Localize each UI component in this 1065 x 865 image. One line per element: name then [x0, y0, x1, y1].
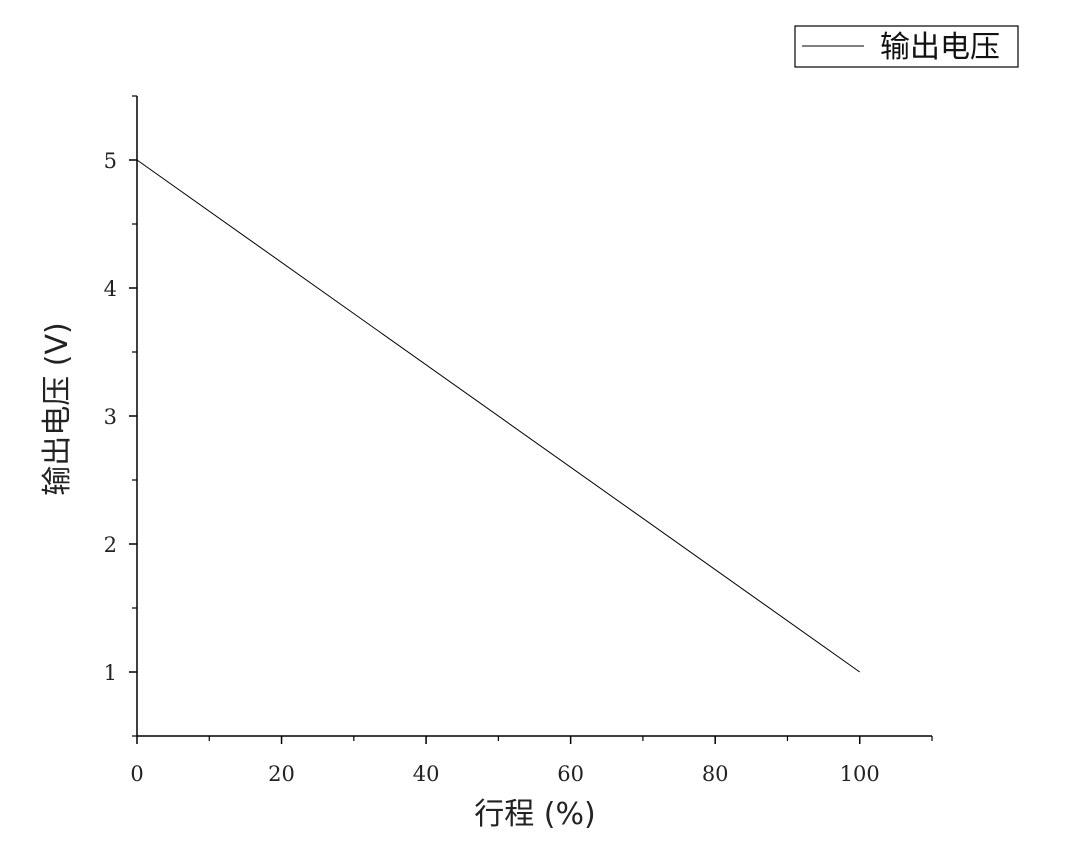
- x-tick-label: 80: [702, 762, 729, 786]
- x-tick-label: 100: [840, 762, 880, 786]
- axes: [136, 96, 932, 737]
- y-tick-label: 5: [104, 149, 117, 173]
- series-line: [136, 159, 861, 673]
- series-layer: [136, 159, 861, 673]
- x-tick-label: 40: [413, 762, 440, 786]
- legend: 输出电压: [794, 25, 1019, 68]
- legend-series-label: 输出电压: [880, 30, 1000, 65]
- y-axis-title: 输出电压 (V): [40, 322, 75, 495]
- x-axis-ticks: 0 20 40 60 80 100: [130, 736, 933, 786]
- y-tick-label: 2: [104, 533, 117, 557]
- x-tick-label: 60: [557, 762, 584, 786]
- y-axis-ticks: 1 2 3 4 5: [104, 95, 137, 737]
- y-tick-label: 4: [104, 277, 117, 301]
- y-tick-label: 1: [104, 661, 117, 685]
- y-tick-label: 3: [104, 405, 117, 429]
- x-tick-label: 20: [268, 762, 295, 786]
- x-axis-title: 行程 (%): [474, 797, 595, 832]
- x-tick-label: 0: [130, 762, 143, 786]
